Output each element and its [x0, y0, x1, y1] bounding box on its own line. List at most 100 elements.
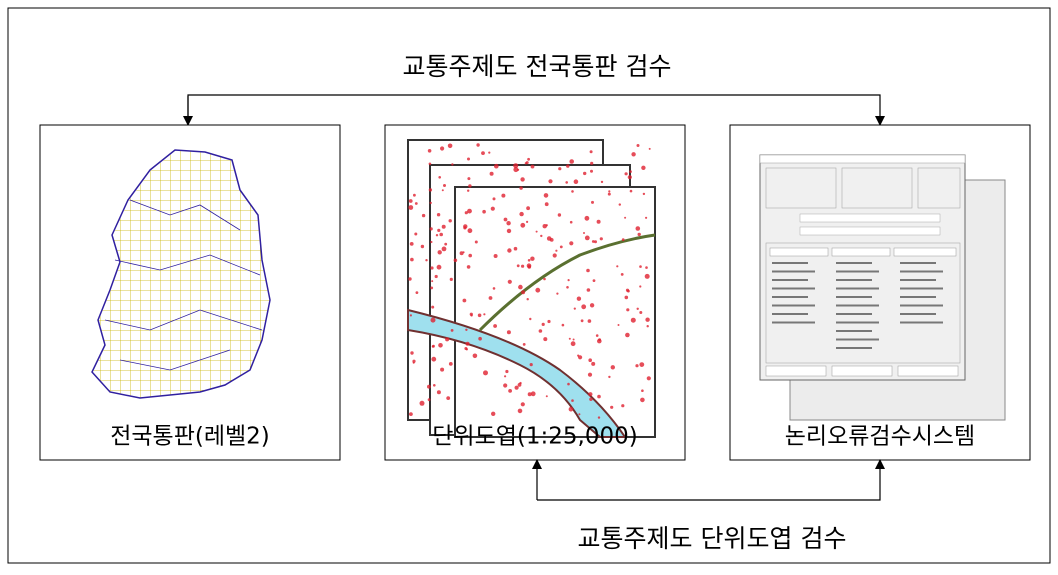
point — [430, 266, 433, 269]
point — [574, 179, 579, 184]
point — [591, 362, 595, 366]
path-field — [800, 227, 940, 235]
point — [519, 382, 521, 384]
point — [583, 172, 586, 175]
point — [526, 221, 528, 223]
point — [514, 247, 518, 251]
panel-caption: 단위도엽(1:25,000) — [432, 424, 637, 450]
point — [421, 245, 424, 248]
point — [590, 150, 593, 153]
point — [528, 259, 531, 262]
point — [428, 398, 431, 401]
point — [410, 242, 414, 246]
point — [506, 221, 510, 225]
point — [448, 144, 453, 149]
check-line — [836, 262, 872, 264]
point — [446, 396, 450, 400]
check-line — [836, 313, 872, 315]
point — [431, 306, 434, 309]
diagram: 교통주제도 전국통판 검수 전국통판(레벨2) 단위도엽(1:25,000) — [0, 0, 1058, 571]
point — [504, 218, 508, 222]
point — [521, 265, 524, 268]
point — [429, 163, 432, 166]
point — [630, 190, 633, 193]
check-line — [836, 288, 879, 290]
point — [408, 277, 411, 280]
point — [493, 287, 496, 290]
point — [507, 248, 511, 252]
point — [581, 304, 586, 309]
point — [437, 213, 440, 216]
point — [519, 186, 522, 189]
point — [525, 162, 527, 164]
point — [430, 202, 432, 204]
point — [467, 177, 470, 180]
point — [562, 324, 565, 327]
point — [616, 265, 618, 267]
point — [585, 236, 590, 241]
window-titlebar — [760, 155, 965, 163]
point — [639, 285, 641, 287]
check-line — [900, 279, 936, 281]
point — [569, 338, 571, 340]
point — [432, 345, 435, 348]
tab — [894, 248, 956, 256]
point — [437, 229, 440, 232]
check-line — [900, 271, 943, 273]
check-line — [772, 296, 808, 298]
tab — [832, 248, 890, 256]
point — [542, 323, 545, 326]
point — [624, 217, 626, 219]
point — [518, 285, 523, 290]
point — [543, 337, 547, 341]
point — [539, 329, 543, 333]
point — [429, 188, 432, 191]
point — [437, 265, 442, 270]
point — [442, 189, 444, 191]
point — [588, 392, 592, 396]
point — [639, 362, 644, 367]
point — [635, 364, 638, 367]
check-line — [772, 279, 808, 281]
point — [627, 290, 630, 293]
check-line — [836, 339, 879, 341]
point — [451, 329, 454, 332]
point — [629, 170, 632, 173]
point — [621, 404, 624, 407]
point — [528, 265, 532, 269]
point — [597, 395, 601, 399]
point — [523, 343, 526, 346]
panel-caption: 논리오류검수시스템 — [785, 424, 975, 450]
point — [409, 412, 413, 416]
point — [622, 238, 625, 241]
point — [649, 148, 651, 150]
point — [590, 303, 594, 307]
point — [431, 357, 436, 362]
point — [571, 341, 576, 346]
point — [600, 237, 603, 240]
point — [413, 194, 416, 197]
point — [588, 373, 592, 377]
window-front — [760, 155, 965, 380]
point — [608, 193, 611, 196]
point — [544, 193, 549, 198]
point — [543, 278, 546, 281]
point — [545, 202, 549, 206]
panel-caption: 전국통판(레벨2) — [110, 424, 270, 450]
point — [513, 163, 518, 168]
point — [449, 362, 453, 366]
point — [637, 308, 639, 310]
point — [464, 347, 467, 350]
point — [592, 240, 595, 243]
point — [568, 279, 570, 281]
bottom-label: 교통주제도 단위도엽 검수 — [578, 524, 847, 553]
point — [507, 330, 511, 334]
point — [489, 296, 493, 300]
point — [410, 314, 412, 316]
point — [515, 386, 519, 390]
point — [547, 236, 552, 241]
point — [569, 241, 573, 245]
point — [409, 199, 413, 203]
point — [435, 275, 438, 278]
point — [590, 162, 593, 165]
